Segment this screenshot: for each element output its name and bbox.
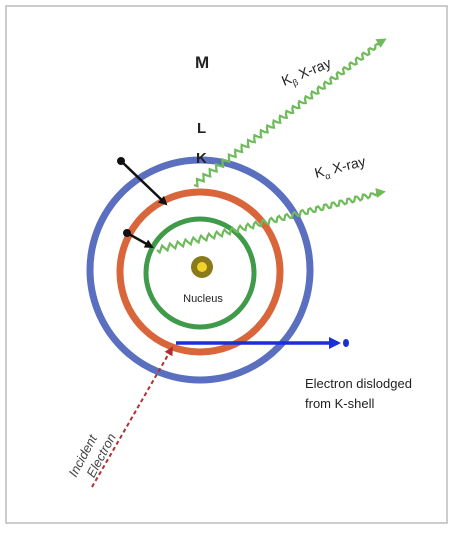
- nucleus-label: Nucleus: [183, 293, 223, 305]
- dislodged-label-line1: Electron dislodged: [305, 376, 412, 391]
- shell-l-label: L: [197, 120, 206, 137]
- shell-m-label: M: [195, 53, 209, 72]
- dislodged-label-line2: from K-shell: [305, 396, 374, 411]
- shell-l-ring: [116, 188, 284, 356]
- kalpha-xray-wave: [156, 188, 386, 255]
- nucleus-core: [197, 262, 207, 272]
- shell-k-ring: [143, 216, 257, 330]
- incident-electron-arrow: [91, 346, 173, 488]
- dislodged-electron-dot: [343, 339, 349, 347]
- transition-arrow-to-k-lower: [126, 231, 154, 249]
- figure-border: [5, 5, 448, 524]
- shell-m-ring: [86, 156, 314, 384]
- transition-arrow-to-k: [120, 160, 168, 206]
- shell-k-label: K: [196, 150, 207, 167]
- kbeta-xray-wave: [193, 38, 387, 188]
